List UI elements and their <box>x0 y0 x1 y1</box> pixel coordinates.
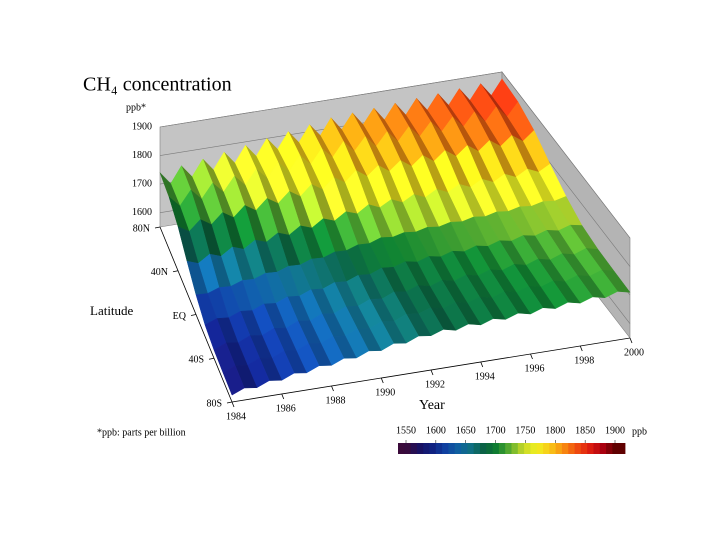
x-tick-label: 1988 <box>326 395 346 406</box>
colorbar-swatch <box>536 443 544 454</box>
z-tick-label: 1700 <box>132 178 152 189</box>
colorbar-swatch <box>549 443 557 454</box>
x-tick <box>430 369 434 376</box>
colorbar-swatch <box>612 443 620 454</box>
colorbar-swatch <box>505 443 512 454</box>
colorbar-swatch <box>568 443 575 454</box>
colorbar-swatch <box>543 443 550 454</box>
x-tick <box>231 401 235 408</box>
colorbar-swatch <box>580 443 588 454</box>
colorbar-swatch <box>498 443 506 454</box>
colorbar-unit: ppb <box>632 426 647 437</box>
x-tick-label: 1998 <box>574 355 594 366</box>
colorbar-swatch <box>606 443 613 454</box>
z-tick-label: 1900 <box>132 121 152 132</box>
colorbar-swatch <box>423 443 430 454</box>
y-axis-label: Latitude <box>90 303 134 318</box>
colorbar-swatch <box>561 443 569 454</box>
colorbar-swatch <box>448 443 456 454</box>
colorbar-swatch <box>435 443 443 454</box>
x-tick-label: 1992 <box>425 379 445 390</box>
colorbar-swatch <box>461 443 468 454</box>
x-tick <box>480 361 484 368</box>
colorbar-label: 1900 <box>605 425 625 436</box>
colorbar-label: 1550 <box>396 425 416 436</box>
z-axis-label: ppb* <box>126 102 146 113</box>
colorbar-swatch <box>511 443 519 454</box>
colorbar-swatch <box>587 443 594 454</box>
x-tick-label: 1996 <box>525 363 545 374</box>
y-tick-label: EQ <box>173 311 187 322</box>
colorbar-label: 1750 <box>515 425 535 436</box>
colorbar-swatch <box>618 443 626 454</box>
y-tick-label: 80S <box>206 398 222 409</box>
y-tick <box>154 226 161 229</box>
x-tick-label: 1994 <box>475 371 495 382</box>
y-tick <box>190 314 197 316</box>
y-tick <box>172 270 179 273</box>
y-tick-label: 80N <box>133 223 150 234</box>
surface-cell <box>222 365 245 396</box>
colorbar-swatch <box>517 443 525 454</box>
colorbar-swatch <box>555 443 563 454</box>
x-tick <box>331 385 334 392</box>
y-tick <box>226 401 233 404</box>
colorbar-swatch <box>410 443 418 454</box>
colorbar-swatch <box>530 443 538 454</box>
colorbar-swatch <box>398 443 405 454</box>
x-axis-label: Year <box>419 398 445 413</box>
colorbar-swatch <box>593 443 601 454</box>
z-tick-label: 1600 <box>132 207 152 218</box>
x-tick <box>281 393 285 400</box>
x-tick-label: 2000 <box>624 347 644 358</box>
colorbar-label: 1650 <box>456 425 476 436</box>
colorbar-swatch <box>479 443 487 454</box>
colorbar-swatch <box>454 443 462 454</box>
colorbar-label: 1600 <box>426 425 446 436</box>
colorbar-swatch <box>574 443 582 454</box>
colorbar-swatch <box>473 443 481 454</box>
colorbar-swatch <box>442 443 449 454</box>
x-tick <box>629 337 633 344</box>
colorbar-swatch <box>524 443 531 454</box>
colorbar-label: 1700 <box>486 425 506 436</box>
colorbar-swatch <box>429 443 437 454</box>
colorbar-swatch <box>492 443 500 454</box>
x-tick-label: 1984 <box>226 411 246 422</box>
y-tick-label: 40S <box>188 355 204 366</box>
footnote: *ppb: parts per billion <box>97 427 186 438</box>
y-tick-label: 40N <box>151 267 168 278</box>
x-tick <box>530 353 533 360</box>
colorbar-label: 1850 <box>575 425 595 436</box>
x-tick <box>579 345 583 352</box>
grid-line <box>159 71 631 239</box>
x-tick-label: 1990 <box>375 387 395 398</box>
chart-title: CH₄ concentration <box>83 74 232 96</box>
x-tick-label: 1986 <box>276 403 296 414</box>
colorbar-swatch <box>404 443 412 454</box>
colorbar-swatch <box>467 443 475 454</box>
colorbar-swatch <box>416 443 424 454</box>
colorbar-label: 1800 <box>545 425 565 436</box>
x-tick <box>380 377 384 384</box>
colorbar-swatch <box>599 443 607 454</box>
z-tick-label: 1800 <box>132 150 152 161</box>
y-tick <box>208 357 215 360</box>
colorbar-swatch <box>486 443 493 454</box>
